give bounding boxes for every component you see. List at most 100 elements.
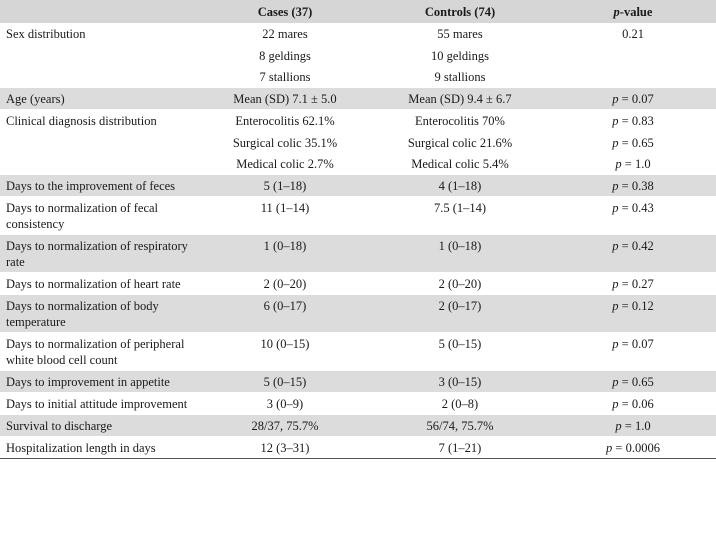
p-number: = 0.07 bbox=[618, 337, 654, 351]
p-number: = 0.42 bbox=[618, 239, 654, 253]
p-symbol: p bbox=[612, 179, 619, 193]
table-row: Days to normalization of heart rate 2 (0–… bbox=[0, 272, 716, 295]
p-value-cell: p = 0.0006 bbox=[550, 436, 716, 459]
cell-line: Enterocolitis 70% bbox=[415, 114, 505, 128]
controls-cell: 2 (0–20) bbox=[370, 272, 550, 295]
cell-line: 56/74, 75.7% bbox=[426, 419, 494, 433]
cases-cell: 10 (0–15) bbox=[200, 332, 370, 371]
controls-cell: 3 (0–15) bbox=[370, 370, 550, 393]
cell-line: 9 stallions bbox=[434, 70, 486, 84]
p-number: = 0.38 bbox=[618, 179, 654, 193]
p-value-cell: p = 0.12 bbox=[550, 294, 716, 333]
cell-line: 12 (3–31) bbox=[260, 441, 310, 455]
cases-cell: 3 (0–9) bbox=[200, 392, 370, 415]
header-row: Cases (37) Controls (74) p-value bbox=[0, 0, 716, 23]
cell-line: 5 (0–15) bbox=[438, 337, 482, 351]
row-label: Days to normalization of heart rate bbox=[0, 272, 200, 295]
cell-line: 4 (1–18) bbox=[438, 179, 482, 193]
p-value-cell: p = 0.42 bbox=[550, 234, 716, 273]
p-symbol: p bbox=[615, 419, 622, 433]
header-p-value: p-value bbox=[550, 0, 716, 23]
p-value-cell: p = 1.0 bbox=[550, 414, 716, 437]
p-symbol: p bbox=[612, 135, 619, 150]
p-value-line: p = 0.38 bbox=[556, 178, 710, 194]
cell-line: 7 (1–21) bbox=[438, 441, 482, 455]
controls-cell: 7 (1–21) bbox=[370, 436, 550, 459]
p-value-line: p = 0.65 bbox=[556, 135, 710, 157]
row-label: Days to initial attitude improvement bbox=[0, 392, 200, 415]
p-symbol: p bbox=[612, 299, 619, 313]
p-value-cell: p = 0.38 bbox=[550, 174, 716, 197]
cases-cell: 11 (1–14) bbox=[200, 196, 370, 235]
cases-cell: 6 (0–17) bbox=[200, 294, 370, 333]
table-row: Days to normalization of body temperatur… bbox=[0, 294, 716, 333]
table-row: Sex distribution 22 mares 8 geldings 7 stal… bbox=[0, 23, 716, 88]
p-number: = 0.65 bbox=[618, 375, 654, 389]
table-row: Days to the improvement of feces 5 (1–18)… bbox=[0, 174, 716, 197]
cell-line: 11 (1–14) bbox=[260, 201, 310, 215]
table-row: Age (years) Mean (SD) 7.1 ± 5.0 Mean (SD) … bbox=[0, 87, 716, 110]
p-symbol: p bbox=[612, 92, 619, 106]
cell-line: Medical colic 2.7% bbox=[236, 157, 334, 171]
p-value-line: 0.21 bbox=[622, 27, 644, 41]
cell-line: 2 (0–20) bbox=[438, 277, 482, 291]
p-value-cell: p = 0.27 bbox=[550, 272, 716, 295]
cell-line: Surgical colic 35.1% bbox=[232, 135, 338, 150]
p-symbol: p bbox=[612, 201, 619, 215]
p-value-cell: p = 0.65 bbox=[550, 370, 716, 393]
controls-cell: 5 (0–15) bbox=[370, 332, 550, 371]
p-value-line: p = 0.0006 bbox=[556, 440, 710, 456]
header-controls: Controls (74) bbox=[424, 5, 496, 19]
controls-cell: Enterocolitis 70% Surgical colic 21.6% Med… bbox=[370, 109, 550, 175]
p-number: = 0.06 bbox=[618, 397, 654, 411]
p-symbol: p bbox=[612, 114, 619, 128]
cell-line: 2 (0–8) bbox=[441, 397, 479, 411]
p-number: = 0.83 bbox=[618, 114, 654, 128]
controls-cell: 7.5 (1–14) bbox=[370, 196, 550, 235]
cases-cell: 22 mares 8 geldings 7 stallions bbox=[200, 23, 370, 88]
p-value-line: p = 0.07 bbox=[556, 336, 710, 352]
p-number: = 1.0 bbox=[621, 419, 651, 433]
header-variable bbox=[0, 0, 200, 23]
header-cases: Cases (37) bbox=[257, 5, 313, 19]
cell-line: Enterocolitis 62.1% bbox=[235, 114, 335, 128]
table-row: Days to improvement in appetite 5 (0–15) 3… bbox=[0, 370, 716, 393]
p-symbol: p bbox=[612, 277, 619, 291]
cases-cell: 5 (0–15) bbox=[200, 370, 370, 393]
p-value-line: p = 1.0 bbox=[556, 156, 710, 172]
cases-cell: 5 (1–18) bbox=[200, 174, 370, 197]
p-symbol: p bbox=[615, 157, 622, 171]
row-label: Days to normalization of fecal consisten… bbox=[0, 196, 200, 235]
p-value-line: p = 0.12 bbox=[556, 298, 710, 314]
controls-cell: 55 mares 10 geldings 9 stallions bbox=[370, 23, 550, 88]
controls-cell: 2 (0–8) bbox=[370, 392, 550, 415]
cell-line: 2 (0–20) bbox=[263, 277, 307, 291]
results-table: Cases (37) Controls (74) p-value Sex dis… bbox=[0, 0, 716, 459]
header-p-rest: -value bbox=[619, 5, 653, 19]
p-number: = 0.65 bbox=[618, 135, 654, 150]
p-value-line: p = 0.43 bbox=[556, 200, 710, 216]
table-row: Days to normalization of respiratory rat… bbox=[0, 234, 716, 273]
row-label: Clinical diagnosis distribution bbox=[0, 109, 200, 175]
cell-line: Surgical colic 21.6% bbox=[407, 135, 513, 150]
p-value-line: p = 0.42 bbox=[556, 238, 710, 254]
p-value-cell: p = 0.07 bbox=[550, 332, 716, 371]
p-value-line: p = 0.65 bbox=[556, 374, 710, 390]
cell-line: 28/37, 75.7% bbox=[251, 419, 319, 433]
row-label: Hospitalization length in days bbox=[0, 436, 200, 459]
p-number: = 0.0006 bbox=[612, 441, 660, 455]
table-row: Days to initial attitude improvement 3 (0… bbox=[0, 392, 716, 415]
p-value-cell: p = 0.43 bbox=[550, 196, 716, 235]
p-number: = 1.0 bbox=[621, 157, 651, 171]
cell-line: 3 (0–15) bbox=[438, 375, 482, 389]
cell-line: 1 (0–18) bbox=[263, 239, 307, 253]
cell-line: 10 (0–15) bbox=[260, 337, 310, 351]
p-symbol: p bbox=[612, 375, 619, 389]
p-symbol: p bbox=[612, 397, 619, 411]
cases-cell: 12 (3–31) bbox=[200, 436, 370, 459]
controls-cell: 4 (1–18) bbox=[370, 174, 550, 197]
controls-cell: 1 (0–18) bbox=[370, 234, 550, 273]
row-label: Days to the improvement of feces bbox=[0, 174, 200, 197]
row-label: Age (years) bbox=[0, 87, 200, 110]
p-symbol: p bbox=[612, 337, 619, 351]
